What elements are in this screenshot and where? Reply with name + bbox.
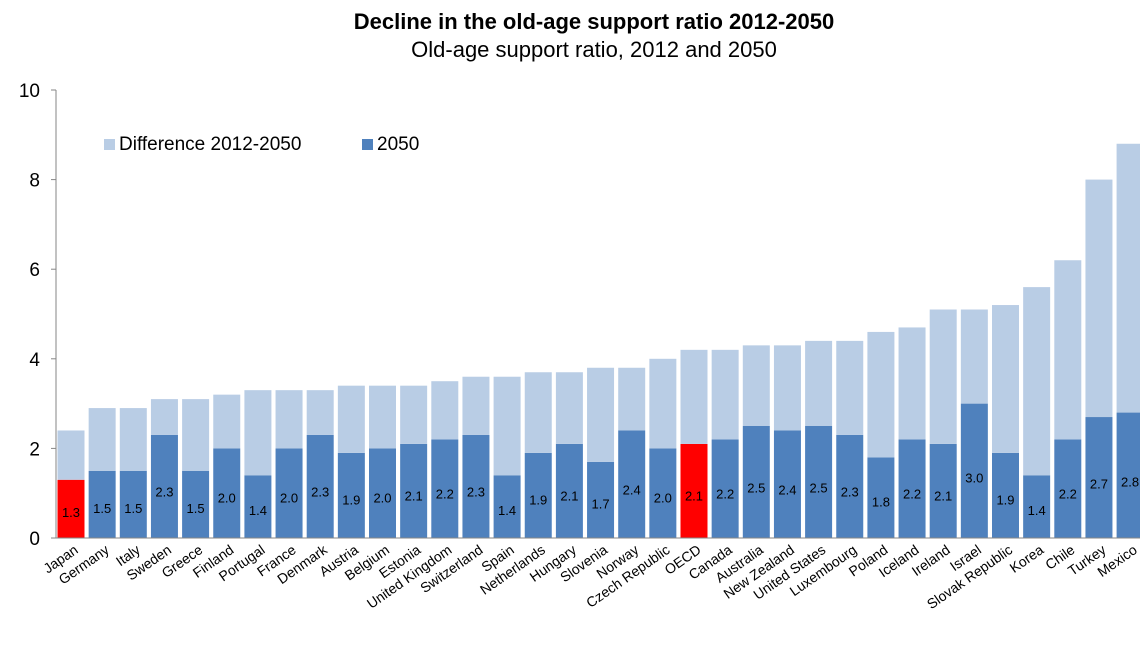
bar-difference-mexico: [1117, 144, 1140, 413]
bar-difference-poland: [867, 332, 894, 457]
data-label-united-kingdom: 2.2: [436, 487, 454, 502]
data-label-united-states: 2.5: [810, 481, 828, 496]
data-label-italy: 1.5: [124, 501, 142, 516]
data-label-poland: 1.8: [872, 495, 890, 510]
data-label-israel: 3.0: [965, 471, 983, 486]
data-label-belgium: 2.0: [373, 491, 391, 506]
data-label-germany: 1.5: [93, 501, 111, 516]
bar-difference-hungary: [556, 372, 583, 444]
bar-difference-finland: [213, 395, 240, 449]
bar-difference-slovenia: [587, 368, 614, 462]
bar-difference-slovak-republic: [992, 305, 1019, 453]
legend-label-difference: Difference 2012-2050: [119, 134, 301, 155]
legend-label-2050: 2050: [377, 134, 419, 155]
data-label-slovak-republic: 1.9: [996, 493, 1014, 508]
data-label-sweden: 2.3: [155, 485, 173, 500]
bar-difference-united-states: [805, 341, 832, 426]
bar-difference-united-kingdom: [431, 381, 458, 439]
bar-difference-czech-republic: [649, 359, 676, 449]
data-label-hungary: 2.1: [560, 489, 578, 504]
data-label-canada: 2.2: [716, 487, 734, 502]
bar-difference-iceland: [899, 327, 926, 439]
bar-difference-spain: [494, 377, 521, 476]
data-label-netherlands: 1.9: [529, 493, 547, 508]
x-tick-label-korea: Korea: [1007, 541, 1047, 576]
bar-difference-estonia: [400, 386, 427, 444]
data-label-korea: 1.4: [1028, 503, 1046, 518]
data-label-czech-republic: 2.0: [654, 491, 672, 506]
data-label-slovenia: 1.7: [592, 497, 610, 512]
data-label-oecd: 2.1: [685, 489, 703, 504]
legend-swatch-difference: [104, 139, 115, 150]
data-label-denmark: 2.3: [311, 485, 329, 500]
data-label-greece: 1.5: [187, 501, 205, 516]
bar-difference-korea: [1023, 287, 1050, 475]
y-tick-label-10: 10: [19, 81, 40, 102]
bar-difference-new-zealand: [774, 345, 801, 430]
data-label-new-zealand: 2.4: [778, 483, 796, 498]
data-label-australia: 2.5: [747, 481, 765, 496]
y-tick-label-8: 8: [29, 171, 40, 192]
bar-difference-switzerland: [462, 377, 489, 435]
data-label-ireland: 2.1: [934, 489, 952, 504]
data-label-mexico: 2.8: [1121, 475, 1139, 490]
legend: Difference 2012-2050 2050: [104, 134, 419, 155]
bar-difference-france: [276, 390, 303, 448]
bar-difference-japan: [58, 430, 85, 479]
data-label-estonia: 2.1: [405, 489, 423, 504]
y-tick-label-0: 0: [29, 529, 40, 550]
bar-difference-portugal: [244, 390, 271, 475]
bar-difference-chile: [1054, 260, 1081, 439]
data-label-austria: 1.9: [342, 493, 360, 508]
bar-difference-italy: [120, 408, 147, 471]
bars-layer: 1.3 1.5 1.5 2.3 1.5 2.0 1.4 2.0 2.3 1.9 2.0 2.1 2.2 2…: [58, 144, 1140, 538]
bar-difference-austria: [338, 386, 365, 453]
data-label-luxembourg: 2.3: [841, 485, 859, 500]
bar-difference-sweden: [151, 399, 178, 435]
data-label-japan: 1.3: [62, 505, 80, 520]
bar-difference-oecd: [681, 350, 708, 444]
bar-difference-israel: [961, 310, 988, 404]
data-label-chile: 2.2: [1059, 487, 1077, 502]
data-label-portugal: 1.4: [249, 503, 267, 518]
bar-difference-belgium: [369, 386, 396, 449]
bar-difference-denmark: [307, 390, 334, 435]
data-label-finland: 2.0: [218, 491, 236, 506]
bar-difference-greece: [182, 399, 209, 471]
bar-difference-australia: [743, 345, 770, 426]
data-label-norway: 2.4: [623, 483, 641, 498]
y-tick-label-2: 2: [29, 439, 40, 460]
bar-difference-norway: [618, 368, 645, 431]
bar-difference-canada: [712, 350, 739, 440]
data-label-iceland: 2.2: [903, 487, 921, 502]
bar-difference-luxembourg: [836, 341, 863, 435]
legend-swatch-2050: [362, 139, 373, 150]
data-label-spain: 1.4: [498, 503, 516, 518]
data-label-turkey: 2.7: [1090, 477, 1108, 492]
bar-difference-turkey: [1085, 180, 1112, 417]
bar-difference-netherlands: [525, 372, 552, 453]
y-tick-label-6: 6: [29, 260, 40, 281]
data-label-france: 2.0: [280, 491, 298, 506]
bar-difference-germany: [89, 408, 116, 471]
data-label-switzerland: 2.3: [467, 485, 485, 500]
bar-difference-ireland: [930, 310, 957, 444]
y-tick-label-4: 4: [29, 350, 40, 371]
